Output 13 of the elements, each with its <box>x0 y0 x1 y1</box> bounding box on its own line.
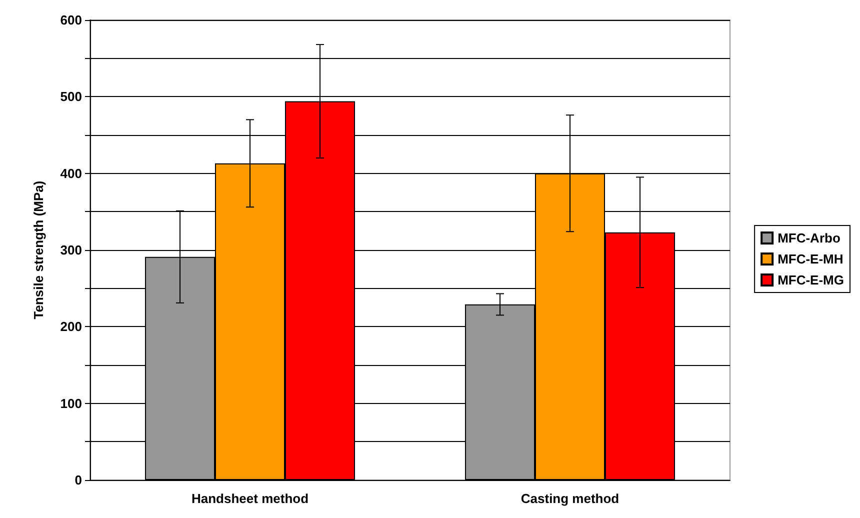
y-tick-label: 100 <box>60 396 82 411</box>
legend-label: MFC-E-MH <box>778 252 844 266</box>
x-tick-label: Handsheet method <box>191 491 309 506</box>
x-tick-label: Casting method <box>520 491 620 506</box>
legend-label: MFC-E-MG <box>778 272 844 288</box>
y-tick-label: 500 <box>60 89 82 104</box>
y-tick-label: 600 <box>60 12 82 28</box>
y-tick-label: 300 <box>60 242 82 258</box>
y-tick-label: 0 <box>74 472 82 488</box>
y-tick-label: 200 <box>60 319 82 334</box>
y-tick-label: 400 <box>60 166 82 181</box>
y-axis-title: Tensile strength (MPa) <box>31 180 46 320</box>
legend-label: MFC-Arbo <box>778 230 840 246</box>
